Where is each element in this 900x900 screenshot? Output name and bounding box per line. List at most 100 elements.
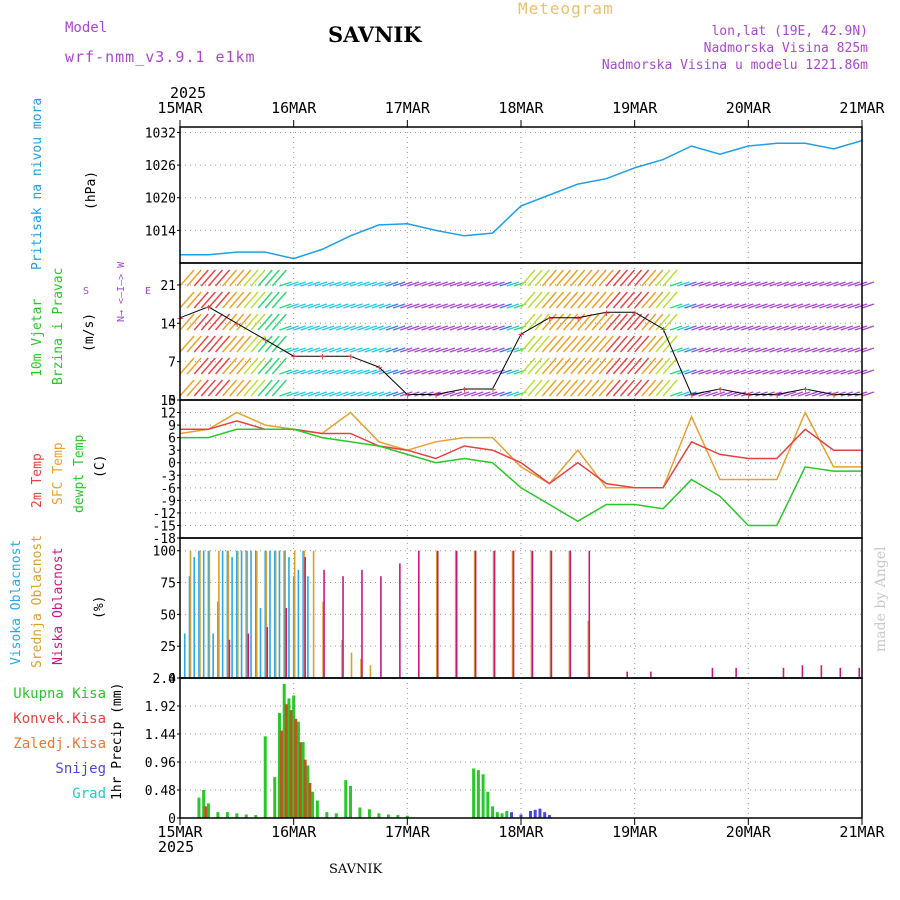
wind-arrow bbox=[300, 369, 313, 375]
temp-tick-label: 3 bbox=[168, 444, 176, 459]
wind-arrow bbox=[762, 281, 775, 287]
model-value: wrf-nmm_v3.9.1 e1km bbox=[65, 48, 256, 66]
wind-arrow bbox=[350, 369, 363, 375]
wind-arrow bbox=[634, 379, 650, 397]
wind-arrow bbox=[598, 379, 614, 397]
wind-arrow bbox=[655, 357, 671, 375]
wind-arrow bbox=[776, 347, 789, 353]
wind-arrow bbox=[286, 303, 299, 309]
wind-arrow bbox=[314, 347, 328, 353]
wind-arrow bbox=[741, 325, 754, 331]
wind-arrow bbox=[186, 357, 202, 375]
wind-arrow bbox=[300, 325, 313, 331]
wind-arrow bbox=[555, 357, 572, 375]
total-precip-bar bbox=[344, 780, 348, 818]
total-precip-bar bbox=[216, 812, 220, 818]
wind-arrow bbox=[584, 335, 600, 353]
wind-arrow bbox=[186, 379, 202, 397]
wind-arrow bbox=[364, 281, 377, 287]
wind-arrow bbox=[733, 281, 747, 287]
wind-arrow bbox=[840, 347, 853, 353]
wind-arrow bbox=[826, 325, 839, 331]
wind-arrow bbox=[861, 303, 875, 309]
wind-arrow bbox=[712, 391, 726, 397]
wind-arrow bbox=[236, 335, 252, 353]
wind-arrow bbox=[684, 303, 697, 309]
wind-arrow bbox=[214, 379, 231, 397]
wind-arrow bbox=[783, 303, 797, 309]
wind-arrow bbox=[797, 303, 811, 309]
wind-arrow bbox=[392, 369, 406, 375]
wind-arrow bbox=[619, 379, 635, 397]
wind-arrow bbox=[648, 357, 664, 375]
precip-tick-label: 0 bbox=[168, 812, 176, 827]
wind-arrow bbox=[705, 281, 718, 287]
temp-tick-label: 9 bbox=[168, 419, 176, 434]
wind-arrow bbox=[392, 391, 406, 397]
wind-arrow bbox=[463, 281, 477, 287]
wind-arrow bbox=[414, 325, 427, 331]
cloud-tick-label: 0 bbox=[168, 672, 176, 687]
wind-arrow bbox=[300, 347, 313, 353]
wind-arrow bbox=[428, 347, 441, 353]
total-precip-bar bbox=[225, 812, 229, 818]
wind-arrow bbox=[449, 369, 463, 375]
wind-arrow bbox=[719, 325, 733, 331]
wind-speed-line bbox=[179, 306, 862, 396]
wind-arrow bbox=[804, 391, 818, 397]
wind-compass-s: S bbox=[83, 286, 90, 297]
precip-tick-label: 2.4 bbox=[153, 672, 177, 687]
temp-tick-label: 15 bbox=[160, 394, 176, 409]
x-tick-label-top: 16MAR bbox=[271, 99, 317, 117]
wind-arrow bbox=[392, 325, 406, 331]
wind-arrow bbox=[684, 281, 697, 287]
wind-arrow bbox=[677, 347, 690, 353]
temp-tick-label: -18 bbox=[153, 532, 176, 547]
wind-arrow bbox=[541, 291, 557, 309]
wind-arrow bbox=[392, 303, 406, 309]
wind-arrow bbox=[861, 281, 875, 287]
precip-label-hail: Grad bbox=[72, 786, 106, 802]
pressure-tick-label: 1020 bbox=[145, 192, 176, 207]
wind-arrow bbox=[812, 303, 825, 309]
wind-arrow bbox=[364, 303, 377, 309]
wind-arrow bbox=[570, 291, 586, 309]
wind-arrow bbox=[264, 379, 280, 397]
wind-arrow bbox=[584, 269, 600, 287]
wind-arrow bbox=[243, 379, 259, 397]
wind-arrow bbox=[669, 347, 683, 353]
x-tick-label-bottom: 16MAR bbox=[271, 823, 317, 841]
wind-arrow bbox=[684, 347, 697, 353]
wind-arrow bbox=[385, 303, 399, 309]
wind-arrow bbox=[783, 391, 797, 397]
wind-arrow bbox=[527, 291, 543, 309]
wind-arrow bbox=[641, 357, 657, 375]
conv-precip-bar bbox=[289, 710, 293, 818]
temp-tick-label: -15 bbox=[153, 519, 176, 534]
snow-bar bbox=[538, 808, 542, 818]
total-precip-bar bbox=[472, 768, 476, 818]
wind-arrow bbox=[826, 347, 839, 353]
wind-arrow bbox=[826, 369, 839, 375]
wind-arrow bbox=[705, 325, 718, 331]
wind-arrow bbox=[343, 347, 356, 353]
wind-arrow bbox=[527, 269, 543, 287]
wind-arrow bbox=[712, 325, 726, 331]
wind-arrow bbox=[328, 391, 342, 397]
wind-arrow bbox=[563, 269, 579, 287]
wind-arrow bbox=[307, 281, 321, 287]
wind-arrow bbox=[456, 281, 470, 287]
wind-arrow bbox=[812, 369, 825, 375]
wind-arrow bbox=[598, 357, 614, 375]
wind-arrow bbox=[214, 291, 231, 309]
wind-arrow bbox=[677, 391, 690, 397]
x-tick-label-bottom: 21MAR bbox=[839, 823, 885, 841]
cloud-tick-label: 50 bbox=[160, 608, 176, 623]
total-precip-bar bbox=[405, 815, 409, 818]
wind-arrow bbox=[840, 369, 853, 375]
wind-arrow bbox=[400, 369, 413, 375]
wind-arrow bbox=[286, 325, 299, 331]
wind-arrow bbox=[648, 313, 664, 331]
wind-arrow bbox=[286, 391, 299, 397]
wind-arrow bbox=[321, 281, 335, 287]
